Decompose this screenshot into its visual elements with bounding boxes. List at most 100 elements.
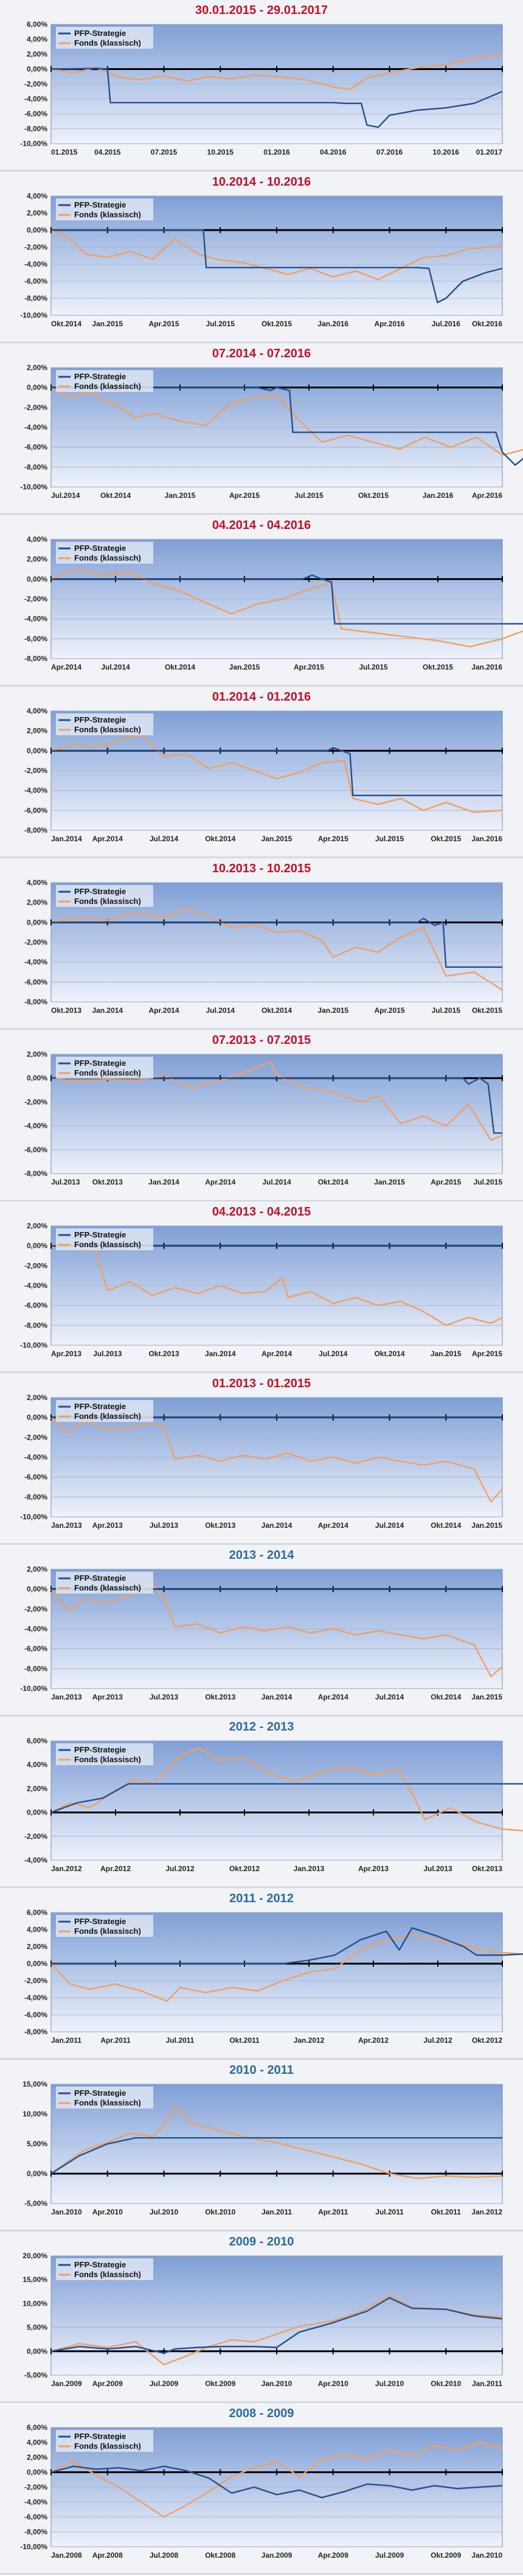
x-tick-label: Apr.2014: [92, 835, 123, 843]
x-tick-label: Apr.2014: [51, 663, 81, 671]
y-tick-label: -2,00%: [24, 2483, 47, 2491]
x-tick-label: Okt.2008: [205, 2551, 235, 2560]
x-tick-label: Jan.2011: [262, 2208, 292, 2216]
y-tick-label: -10,00%: [20, 1684, 47, 1693]
y-tick-label: 0,00%: [27, 1413, 47, 1422]
x-tick-label: Apr.2011: [100, 2036, 131, 2045]
legend-label: PFP-Strategie: [74, 2088, 126, 2098]
legend-box: [56, 885, 153, 907]
chart-svg: -8,00% -6,00% -4,00% -2,00% 0,00% 2,00% 4,00% O…: [24, 878, 503, 1015]
series-line: [51, 1077, 502, 1134]
chart-panel: -8,00% -6,00% -4,00% -2,00% 0,00% 2,00% Jul.20…: [0, 1030, 523, 1202]
chart-panel: -10,00% -8,00% -6,00% -4,00% -2,00% 0,00% 2,00…: [0, 343, 523, 515]
x-tick-label: Okt.2009: [431, 2551, 461, 2560]
y-tick-label: 20,00%: [23, 2252, 47, 2260]
chart-svg: -8,00% -6,00% -4,00% -2,00% 0,00% 2,00% 4,00% A…: [24, 535, 523, 671]
y-tick-label: -2,00%: [24, 243, 47, 251]
legend-box: [56, 198, 153, 220]
x-tick-label: Okt.2014: [100, 491, 131, 500]
x-tick-label: Okt.2014: [165, 663, 195, 671]
x-tick-label: Okt.2013: [148, 1349, 179, 1358]
x-tick-label: Jan.2012: [294, 2036, 325, 2045]
y-tick-label: 2,00%: [27, 1393, 47, 1402]
x-tick-label: Apr.2015: [294, 663, 324, 671]
legend-label: Fonds (klassisch): [74, 210, 141, 219]
x-tick-label: Jul.2011: [166, 2036, 195, 2045]
legend-label: Fonds (klassisch): [74, 2098, 141, 2107]
x-tick-label: Apr.2012: [100, 1864, 131, 1873]
y-tick-label: 2,00%: [27, 209, 47, 217]
x-tick-label: Jul.2012: [165, 1864, 195, 1873]
y-tick-label: -4,00%: [24, 95, 47, 103]
x-tick-label: Jan.2015: [471, 1693, 502, 1701]
series-line: [50, 1416, 503, 1503]
x-tick-label: Jan.2014: [92, 1006, 123, 1015]
x-tick-label: Apr.2013: [51, 1349, 81, 1358]
x-tick-label: Jan.2009: [262, 2551, 293, 2560]
y-tick-label: -6,00%: [24, 1301, 47, 1310]
y-tick-label: 0,00%: [27, 226, 47, 234]
x-tick-label: Okt.2014: [431, 1693, 461, 1701]
chart-panel: -8,00% -6,00% -4,00% -2,00% 0,00% 2,00% 4,00% O…: [0, 858, 523, 1030]
y-tick-label: -4,00%: [24, 615, 47, 623]
x-tick-label: Jul.2013: [150, 1521, 179, 1530]
y-tick-label: 4,00%: [27, 2438, 47, 2447]
chart-panel: -10,00% -8,00% -6,00% -4,00% -2,00% 0,00% 2,00…: [0, 1545, 523, 1717]
x-tick-label: Apr.2010: [92, 2208, 123, 2216]
series-line: [50, 1783, 523, 1813]
y-tick-label: -10,00%: [20, 2543, 47, 2551]
y-tick-label: -10,00%: [20, 139, 47, 148]
legend-label: PFP-Strategie: [74, 1573, 126, 1583]
y-tick-label: -6,00%: [24, 277, 47, 285]
x-tick-label: 01.2015: [51, 148, 78, 156]
y-tick-label: 0,00%: [27, 2169, 47, 2178]
chart-panel: -8,00% -6,00% -4,00% -2,00% 0,00% 2,00% 4,00% A…: [0, 515, 523, 687]
x-tick-label: Jan.2014: [51, 835, 82, 843]
y-tick-label: -8,00%: [24, 998, 47, 1006]
y-tick-label: -10,00%: [20, 1513, 47, 1521]
x-tick-label: Okt.2011: [431, 2208, 462, 2216]
x-tick-label: Apr.2015: [318, 835, 348, 843]
y-tick-label: -6,00%: [24, 806, 47, 814]
y-tick-label: 4,00%: [27, 192, 47, 200]
x-tick-label: Jan.2016: [423, 491, 454, 500]
y-tick-label: -8,00%: [24, 1169, 47, 1178]
y-tick-label: -6,00%: [24, 1645, 47, 1653]
y-tick-label: -8,00%: [24, 1493, 47, 1501]
x-tick-label: Apr.2015: [431, 1178, 461, 1186]
y-tick-label: 2,00%: [27, 1565, 47, 1573]
chart-svg: -10,00% -8,00% -6,00% -4,00% -2,00% 0,00% 2,00…: [20, 1393, 503, 1530]
x-tick-label: Apr.2015: [148, 320, 179, 328]
y-tick-label: 4,00%: [27, 1760, 47, 1769]
y-tick-label: -5,00%: [24, 2371, 47, 2379]
x-tick-label: Jul.2014: [319, 1349, 348, 1358]
x-tick-label: 04.2016: [320, 148, 347, 156]
y-tick-label: -4,00%: [24, 2498, 47, 2507]
x-tick-label: Jan.2015: [229, 663, 260, 671]
series-line: [50, 2297, 503, 2354]
y-tick-label: -2,00%: [24, 1433, 47, 1441]
y-tick-label: -8,00%: [24, 125, 47, 133]
series-line: [50, 1242, 503, 1326]
legend-label: Fonds (klassisch): [74, 1583, 141, 1592]
x-tick-label: Okt.2015: [423, 663, 453, 671]
x-tick-label: Jan.2015: [262, 835, 293, 843]
x-tick-label: Okt.2015: [262, 320, 292, 328]
y-tick-label: 2,00%: [27, 50, 47, 58]
y-tick-label: -6,00%: [24, 1146, 47, 1154]
x-tick-label: Apr.2011: [318, 2208, 348, 2216]
x-tick-label: Jul.2015: [206, 320, 235, 328]
y-tick-label: -4,00%: [24, 1856, 47, 1864]
x-tick-label: Apr.2014: [262, 1349, 292, 1358]
x-tick-label: Okt.2015: [358, 491, 389, 500]
x-tick-label: Apr.2016: [374, 320, 404, 328]
chart-title: 2010 - 2011: [229, 2063, 294, 2077]
y-tick-label: 4,00%: [27, 707, 47, 715]
x-tick-label: Apr.2014: [148, 1006, 179, 1015]
y-tick-label: -8,00%: [24, 1664, 47, 1673]
legend-label: PFP-Strategie: [74, 2432, 126, 2441]
x-tick-label: Okt.2014: [205, 835, 235, 843]
y-tick-label: 0,00%: [27, 2468, 47, 2477]
y-tick-label: 4,00%: [27, 878, 47, 887]
series-line: [50, 52, 503, 90]
